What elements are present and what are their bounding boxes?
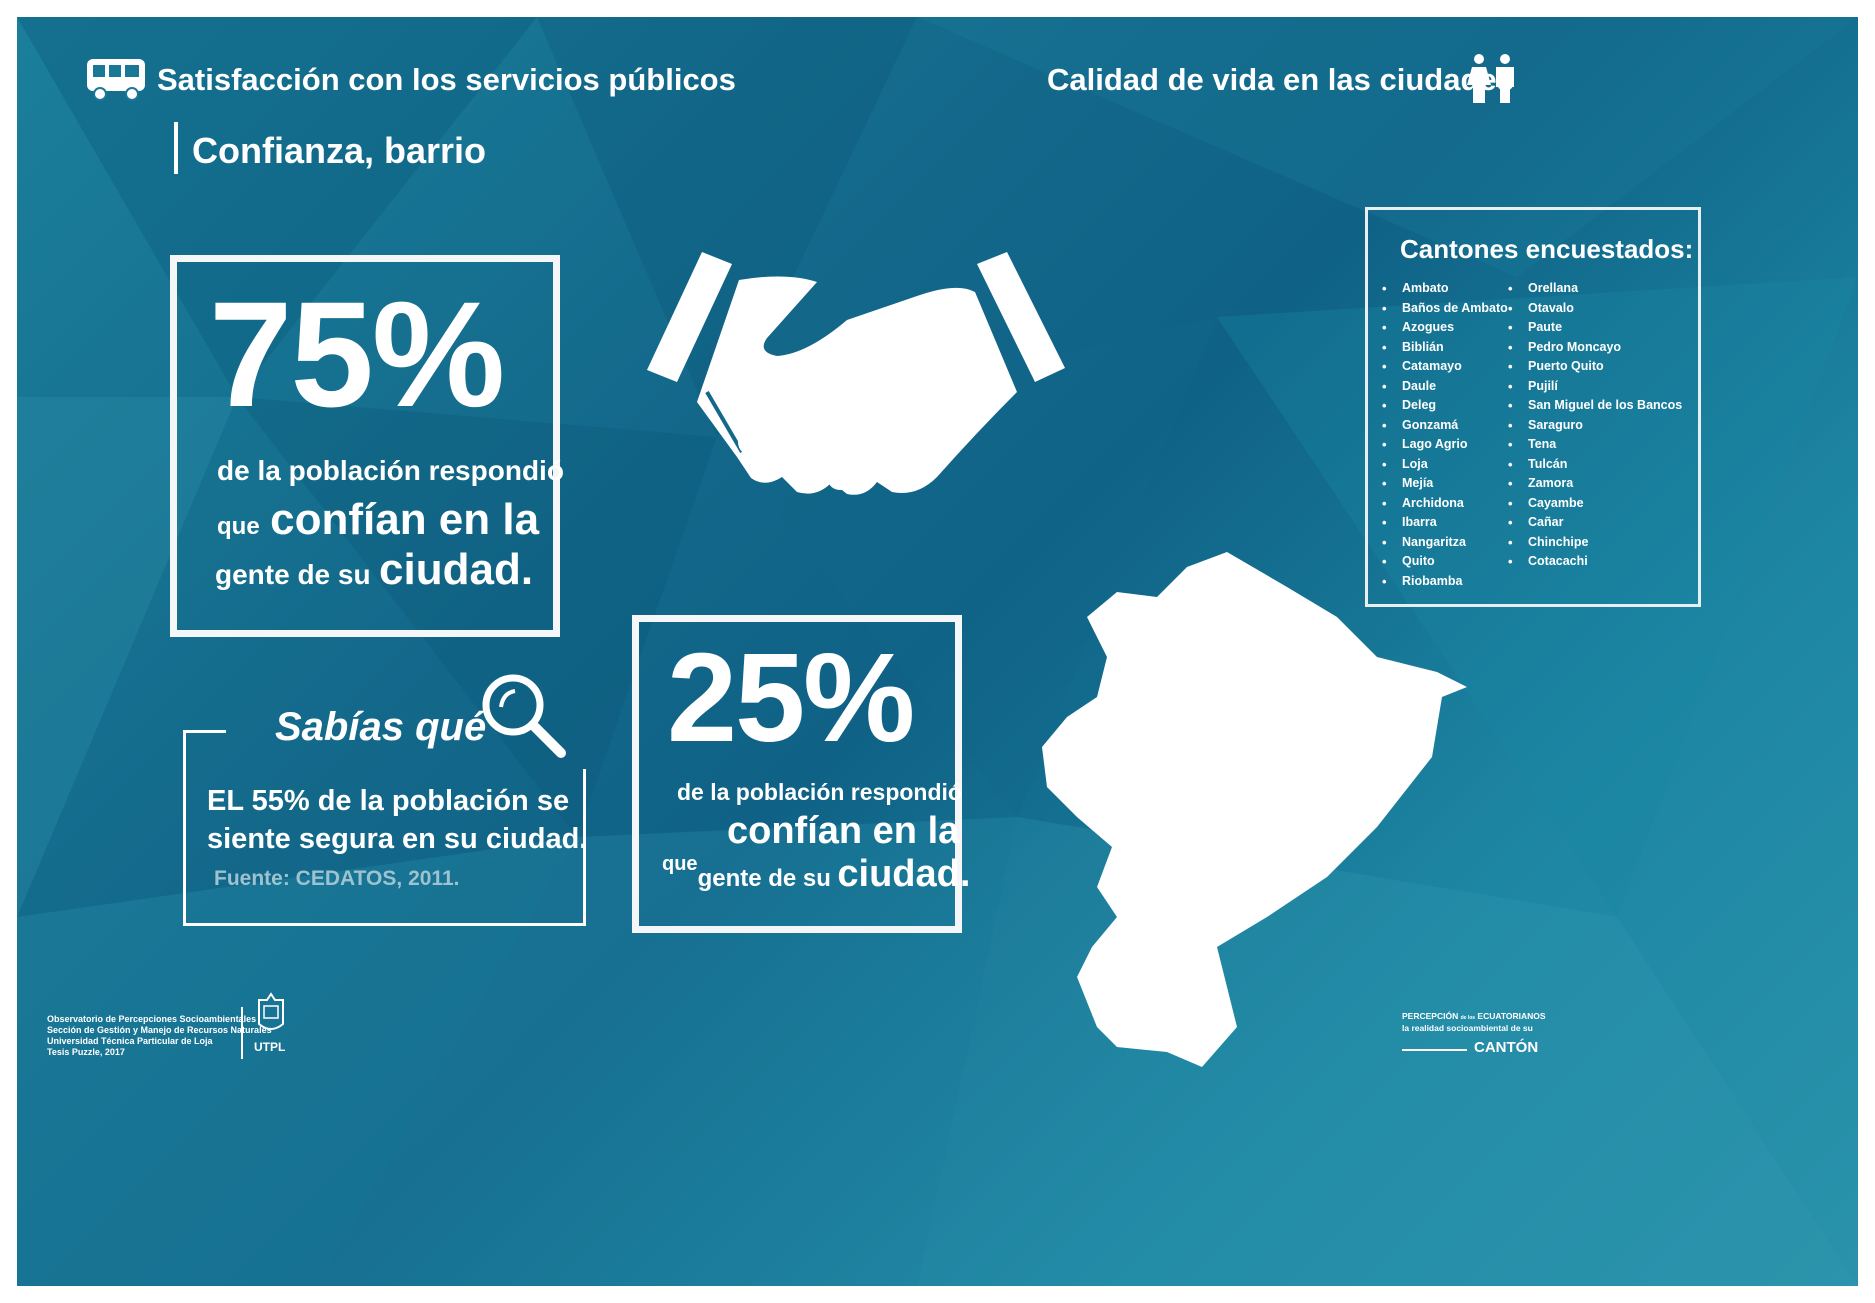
canton-item: Nangaritza	[1378, 533, 1508, 553]
canton-item: Daule	[1378, 377, 1508, 397]
canton-item: Paute	[1504, 318, 1682, 338]
canton-item: Catamayo	[1378, 357, 1508, 377]
main-line2: que confían en la	[217, 495, 539, 545]
secondary-line3-big: ciudad.	[837, 853, 971, 895]
footer-org-line: Sección de Gestión y Manejo de Recursos …	[47, 1025, 272, 1035]
footer-org-line: Universidad Técnica Particular de Loja	[47, 1036, 213, 1046]
canton-item: Zamora	[1504, 474, 1682, 494]
section-title: Confianza, barrio	[192, 130, 487, 171]
cantones-box: Cantones encuestados: AmbatoBaños de Amb…	[1365, 207, 1701, 607]
cantones-column-1: AmbatoBaños de AmbatoAzoguesBibliánCatam…	[1378, 279, 1508, 591]
canton-item: Baños de Ambato	[1378, 299, 1508, 319]
footer-org: Observatorio de Percepciones Socioambien…	[47, 1014, 272, 1058]
did-you-know-text-2: siente segura en su ciudad.	[207, 823, 588, 855]
canton-item: Otavalo	[1504, 299, 1682, 319]
canton-item: Azogues	[1378, 318, 1508, 338]
people-icon	[1467, 54, 1514, 103]
brand-line2: la realidad socioambiental de su	[1402, 1023, 1533, 1033]
canton-item: Ambato	[1378, 279, 1508, 299]
infographic-panel: Satisfacción con los servicios públicos …	[17, 17, 1858, 1286]
canton-item: Biblián	[1378, 338, 1508, 358]
canton-item: Riobamba	[1378, 572, 1508, 592]
secondary-line3-que: que	[662, 853, 698, 875]
cantones-column-2: OrellanaOtavaloPautePedro MoncayoPuerto …	[1504, 279, 1682, 572]
main-line3-big: ciudad.	[379, 545, 534, 594]
main-percent: 75%	[209, 270, 505, 438]
background-facets	[17, 17, 1858, 1286]
canton-item: Chinchipe	[1504, 533, 1682, 553]
main-line3: gente de su ciudad.	[215, 545, 533, 595]
footer-divider	[241, 1007, 243, 1059]
secondary-line1: de la población respondió	[677, 779, 962, 805]
did-you-know-text-1: EL 55% de la población se	[207, 785, 570, 817]
utpl-label: UTPL	[254, 1040, 286, 1054]
main-line2-small: que	[217, 513, 260, 540]
brand-line1a: PERCEPCIÓN	[1402, 1011, 1459, 1021]
canton-item: Loja	[1378, 455, 1508, 475]
did-you-know-source: Fuente: CEDATOS, 2011.	[214, 867, 460, 890]
canton-item: Puerto Quito	[1504, 357, 1682, 377]
magnifier-icon	[482, 674, 566, 758]
canton-item: Tena	[1504, 435, 1682, 455]
footer-org-line: Observatorio de Percepciones Socioambien…	[47, 1014, 257, 1024]
utpl-crest	[258, 992, 284, 1030]
did-you-know-frame-top	[183, 730, 226, 733]
brand-line1b: de los	[1460, 1015, 1476, 1021]
brand-line3: CANTÓN	[1474, 1039, 1539, 1056]
ecuador-map	[1042, 552, 1467, 1067]
canton-item: Cotacachi	[1504, 552, 1682, 572]
canton-item: Archidona	[1378, 494, 1508, 514]
did-you-know-title: Sabías qué	[275, 705, 487, 749]
canton-item: Ibarra	[1378, 513, 1508, 533]
canton-item: Mejía	[1378, 474, 1508, 494]
canton-item: Cayambe	[1504, 494, 1682, 514]
canton-item: Lago Agrio	[1378, 435, 1508, 455]
did-you-know-frame-right	[583, 769, 586, 926]
header-right-title: Calidad de vida en las ciudades	[1047, 62, 1514, 97]
brand-underline	[1402, 1049, 1467, 1051]
secondary-percent: 25%	[667, 627, 915, 768]
canton-item: Tulcán	[1504, 455, 1682, 475]
did-you-know-frame-left	[183, 730, 186, 925]
canton-item: San Miguel de los Bancos	[1504, 396, 1682, 416]
canton-item: Quito	[1378, 552, 1508, 572]
secondary-line2: confían en la	[727, 810, 960, 852]
main-line2-big: confían en la	[270, 495, 540, 544]
did-you-know-frame-bottom	[183, 923, 586, 926]
handshake-icon	[647, 252, 1065, 495]
main-stat-frame	[170, 255, 560, 637]
bus-icon	[87, 59, 145, 101]
secondary-line3-small: gente de su	[697, 865, 831, 892]
canton-item: Orellana	[1504, 279, 1682, 299]
canton-item: Pedro Moncayo	[1504, 338, 1682, 358]
canton-item: Cañar	[1504, 513, 1682, 533]
brand-line3-row: CANTÓN	[1402, 1037, 1552, 1059]
canton-item: Saraguro	[1504, 416, 1682, 436]
brand-line1c: ECUATORIANOS	[1477, 1011, 1546, 1021]
brand-block: PERCEPCIÓN de los ECUATORIANOS la realid…	[1402, 1011, 1552, 1059]
canton-item: Deleg	[1378, 396, 1508, 416]
footer-org-line: Tesis Puzzle, 2017	[47, 1047, 125, 1057]
section-divider	[174, 122, 178, 174]
main-line3-small: gente de su	[215, 559, 371, 590]
canton-item: Pujilí	[1504, 377, 1682, 397]
secondary-stat-frame	[632, 615, 962, 933]
header-left-title: Satisfacción con los servicios públicos	[157, 62, 736, 97]
canton-item: Gonzamá	[1378, 416, 1508, 436]
secondary-line3: quegente de su ciudad.	[662, 853, 970, 896]
cantones-title: Cantones encuestados:	[1400, 234, 1694, 264]
main-line1: de la población respondió	[217, 455, 564, 486]
